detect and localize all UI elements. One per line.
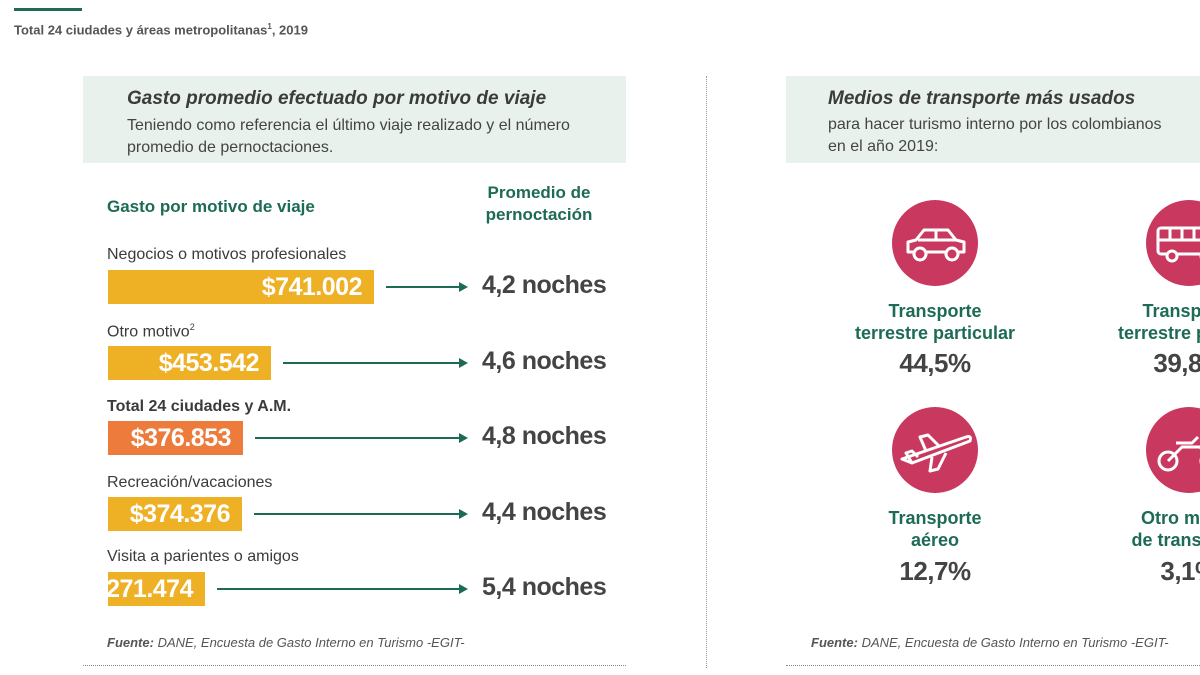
- right-panel-subtitle-line2: en el año 2019:: [828, 138, 939, 155]
- header-accent-rule: [14, 8, 82, 11]
- column-header-nights-line1: Promedio de: [487, 183, 591, 202]
- right-panel-subtitle-line1: para hacer turismo interno por los colom…: [828, 116, 1162, 133]
- nights-label: 5,4 noches: [482, 573, 607, 601]
- transport-mode-label-line1: Transporte: [1142, 301, 1200, 321]
- motorcycle-icon: [1146, 407, 1200, 493]
- category-footnote-marker: 2: [189, 322, 195, 332]
- category-label-text: Otro motivo: [107, 323, 190, 341]
- arrow-connector: [255, 433, 468, 443]
- transport-mode-label: Transporte aéreo: [815, 507, 1055, 551]
- bar-value-label: $376.853: [130, 424, 232, 452]
- transport-mode-label-line2: terrestre particular: [854, 323, 1016, 343]
- category-label: Negocios o motivos profesionales: [107, 246, 346, 264]
- left-panel-header: Gasto promedio efectuado por motivo de v…: [83, 76, 626, 163]
- right-source-note: Fuente: DANE, Encuesta de Gasto Interno …: [811, 635, 1169, 650]
- transport-mode-label-line2: de transporte: [1131, 530, 1200, 550]
- arrow-connector: [386, 282, 468, 292]
- column-header-expense: Gasto por motivo de viaje: [107, 197, 315, 216]
- category-label-text: Visita a parientes o amigos: [107, 548, 299, 565]
- nights-label: 4,2 noches: [482, 271, 607, 299]
- airplane-icon: [892, 407, 978, 493]
- category-label: Recreación/vacaciones: [107, 474, 272, 492]
- panel-divider: [706, 76, 707, 668]
- expense-bar: $374.376: [108, 497, 242, 531]
- category-label-text: Total 24 ciudades y A.M.: [107, 398, 292, 415]
- arrow-connector: [254, 509, 468, 519]
- bar-value-label: $453.542: [158, 349, 260, 377]
- bus-icon: [1146, 200, 1200, 286]
- left-bottom-divider: [83, 665, 626, 666]
- category-label-text: Negocios o motivos profesionales: [107, 246, 347, 263]
- transport-mode-label-line2: terrestre público: [1117, 323, 1200, 343]
- nights-label: 4,8 noches: [482, 422, 607, 450]
- arrow-connector: [283, 358, 468, 368]
- right-panel-header: Medios de transporte más usados para hac…: [786, 76, 1200, 163]
- transport-mode-label-line1: Transporte: [888, 301, 982, 321]
- column-header-nights: Promedio de pernoctación: [468, 182, 610, 226]
- category-label: Visita a parientes o amigos: [107, 548, 299, 566]
- expense-bar: $741.002: [108, 270, 374, 304]
- right-panel-title: Medios de transporte más usados: [828, 88, 1136, 109]
- nights-label: 4,6 noches: [482, 347, 607, 375]
- transport-mode-percentage: 3,1%: [1160, 556, 1200, 586]
- transport-mode-percentage: 44,5%: [899, 348, 971, 378]
- expense-bar: $376.853: [108, 421, 243, 455]
- transport-mode-label: Transporte terrestre particular: [815, 300, 1055, 344]
- right-bottom-divider: [786, 665, 1200, 666]
- bar-value-label: $271.474: [92, 575, 194, 603]
- right-panel-subtitle: para hacer turismo interno por los colom…: [828, 114, 1200, 158]
- transport-mode-label-line1: Otro medio: [1140, 508, 1200, 528]
- category-label: Otro motivo2: [107, 322, 195, 341]
- expense-bar: $453.542: [108, 346, 271, 380]
- transport-mode-percentage: 12,7%: [899, 556, 971, 586]
- transport-mode-label-line2: aéreo: [910, 530, 960, 550]
- arrow-connector: [217, 584, 468, 594]
- left-panel-title: Gasto promedio efectuado por motivo de v…: [127, 88, 547, 109]
- transport-mode-label-line1: Transporte: [888, 508, 982, 528]
- transport-mode-percentage: 39,8%: [1153, 348, 1200, 378]
- bar-value-label: $374.376: [129, 500, 231, 528]
- bar-value-label: $741.002: [261, 273, 363, 301]
- column-header-nights-line2: pernoctación: [485, 205, 593, 224]
- category-label: Total 24 ciudades y A.M.: [107, 398, 291, 416]
- page-title: Total 24 ciudades y áreas metropolitanas…: [14, 22, 308, 38]
- car-icon: [892, 200, 978, 286]
- left-source-note: Fuente: DANE, Encuesta de Gasto Interno …: [107, 635, 465, 650]
- expense-bar: $271.474: [93, 572, 205, 606]
- nights-label: 4,4 noches: [482, 498, 607, 526]
- left-panel-subtitle: Teniendo como referencia el último viaje…: [127, 117, 570, 156]
- category-label-text: Recreación/vacaciones: [107, 474, 273, 491]
